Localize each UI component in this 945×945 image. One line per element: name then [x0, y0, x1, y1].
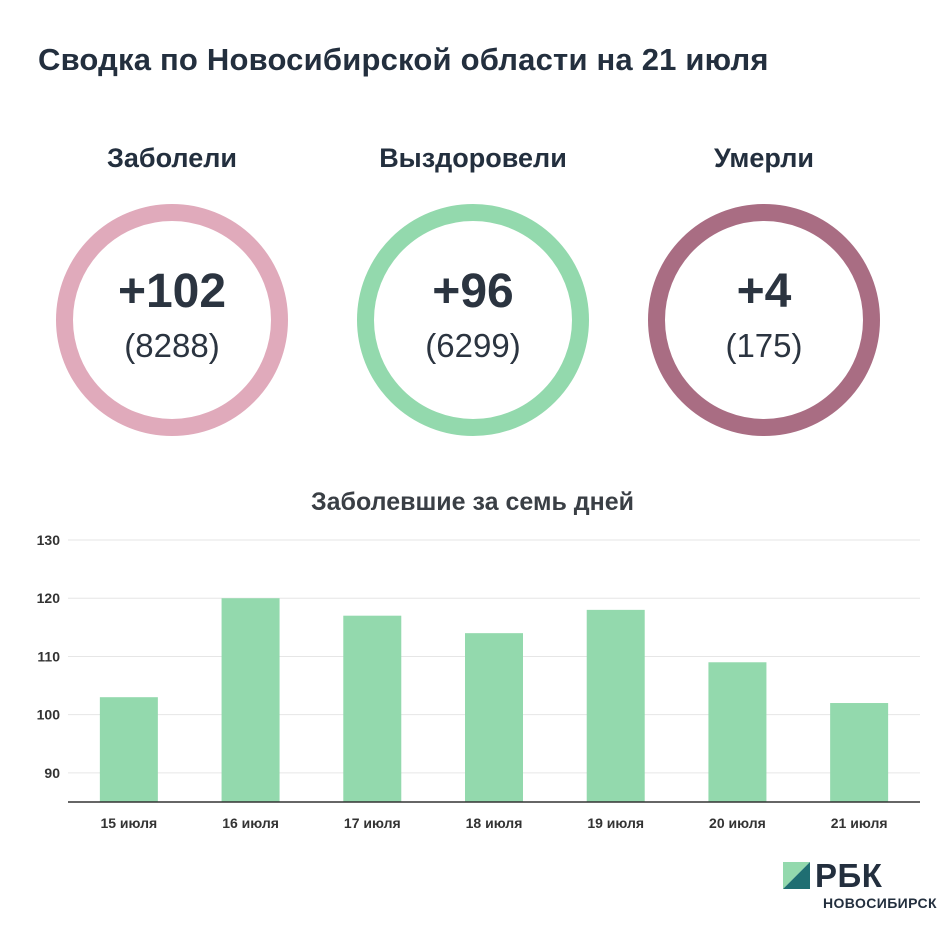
bar-5 [586, 609, 645, 802]
y-tick-label: 110 [37, 648, 60, 664]
stat-recovered-ring: +96 (6299) [357, 204, 589, 436]
x-tick-label: 20 июля [709, 815, 766, 831]
stat-deaths: Умерли +4 (175) [644, 138, 884, 436]
y-tick-label: 120 [37, 590, 61, 606]
stat-infected-delta: +102 [117, 265, 227, 318]
y-tick-label: 100 [37, 707, 61, 723]
bar-2 [221, 598, 280, 802]
stat-recovered-delta: +96 [432, 265, 514, 318]
stat-infected: Заболели +102 (8288) [52, 138, 292, 436]
bar-3 [343, 615, 402, 802]
x-tick-label: 18 июля [466, 815, 523, 831]
stat-deaths-delta: +4 [736, 265, 792, 318]
y-tick-label: 90 [44, 765, 60, 781]
bar-1 [99, 697, 158, 802]
x-tick-label: 16 июля [222, 815, 279, 831]
chart-title: Заболевшие за семь дней [310, 488, 634, 516]
bar-4 [465, 633, 523, 802]
stat-recovered: Выздоровели +96 (6299) [353, 138, 593, 436]
stat-infected-label: Заболели [107, 143, 237, 173]
stat-deaths-total: (175) [725, 327, 803, 364]
x-tick-label: 19 июля [587, 815, 644, 831]
page-title: Сводка по Новосибирской области на 21 ию… [38, 42, 769, 77]
rbc-logo-mark-icon [783, 862, 810, 889]
stat-deaths-label: Умерли [713, 143, 814, 173]
bar-7 [830, 703, 889, 802]
x-tick-label: 17 июля [344, 815, 401, 831]
stat-recovered-label: Выздоровели [379, 143, 567, 173]
stat-infected-ring: +102 (8288) [56, 204, 288, 436]
rbc-logo-subtitle: НОВОСИБИРСК [823, 895, 937, 911]
x-tick-label: 15 июля [100, 815, 157, 831]
rbc-logo-word: РБК [815, 857, 883, 894]
rbc-logo: РБК НОВОСИБИРСК [783, 857, 937, 922]
stat-deaths-ring: +4 (175) [648, 204, 880, 436]
y-tick-label: 130 [37, 532, 61, 548]
bar-6 [708, 662, 767, 802]
stat-recovered-total: (6299) [425, 327, 521, 364]
stat-infected-total: (8288) [124, 327, 220, 364]
x-tick-label: 21 июля [831, 815, 888, 831]
bar-chart: 90 100 110 120 130 15 июля 16 июля 17 июля 18 ию… [37, 532, 920, 831]
